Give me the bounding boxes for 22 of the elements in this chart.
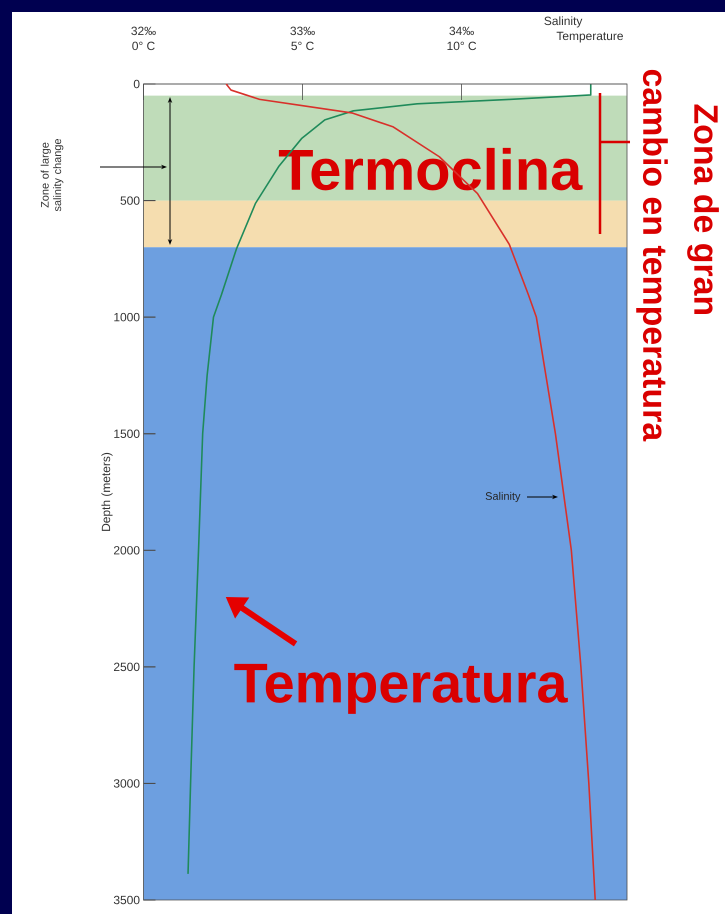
text: cambio en temperatura — [636, 70, 668, 442]
y-tick-label: 3000 — [114, 779, 140, 788]
y-tick-label: 1500 — [114, 429, 140, 438]
y-axis-title: Depth (meters) — [101, 452, 113, 531]
y-tick-label: 3500 — [114, 896, 140, 904]
x-tick-label: 0° C — [132, 42, 155, 50]
text: Zona de gran — [687, 104, 719, 314]
x-tick-label: 10° C — [447, 42, 476, 50]
x2-tick-label: 34‰ — [449, 26, 474, 36]
annotation: Salinity — [486, 492, 520, 502]
y-tick-label: 1000 — [114, 312, 140, 322]
y-tick-label: 2000 — [114, 546, 140, 555]
x2-axis-title: Salinity — [544, 16, 582, 28]
x-tick-label: 5° C — [291, 42, 314, 50]
y-tick-label: 2500 — [114, 662, 140, 672]
x2-tick-label: 32‰ — [131, 26, 156, 36]
y-tick-label: 0 — [134, 80, 140, 88]
text: Zone of large salinity change — [40, 138, 64, 212]
x-axis-title: Temperature — [556, 32, 623, 42]
x2-tick-label: 33‰ — [290, 26, 315, 36]
y-tick-label: 500 — [120, 196, 140, 205]
annotation: Temperatura — [234, 664, 568, 714]
